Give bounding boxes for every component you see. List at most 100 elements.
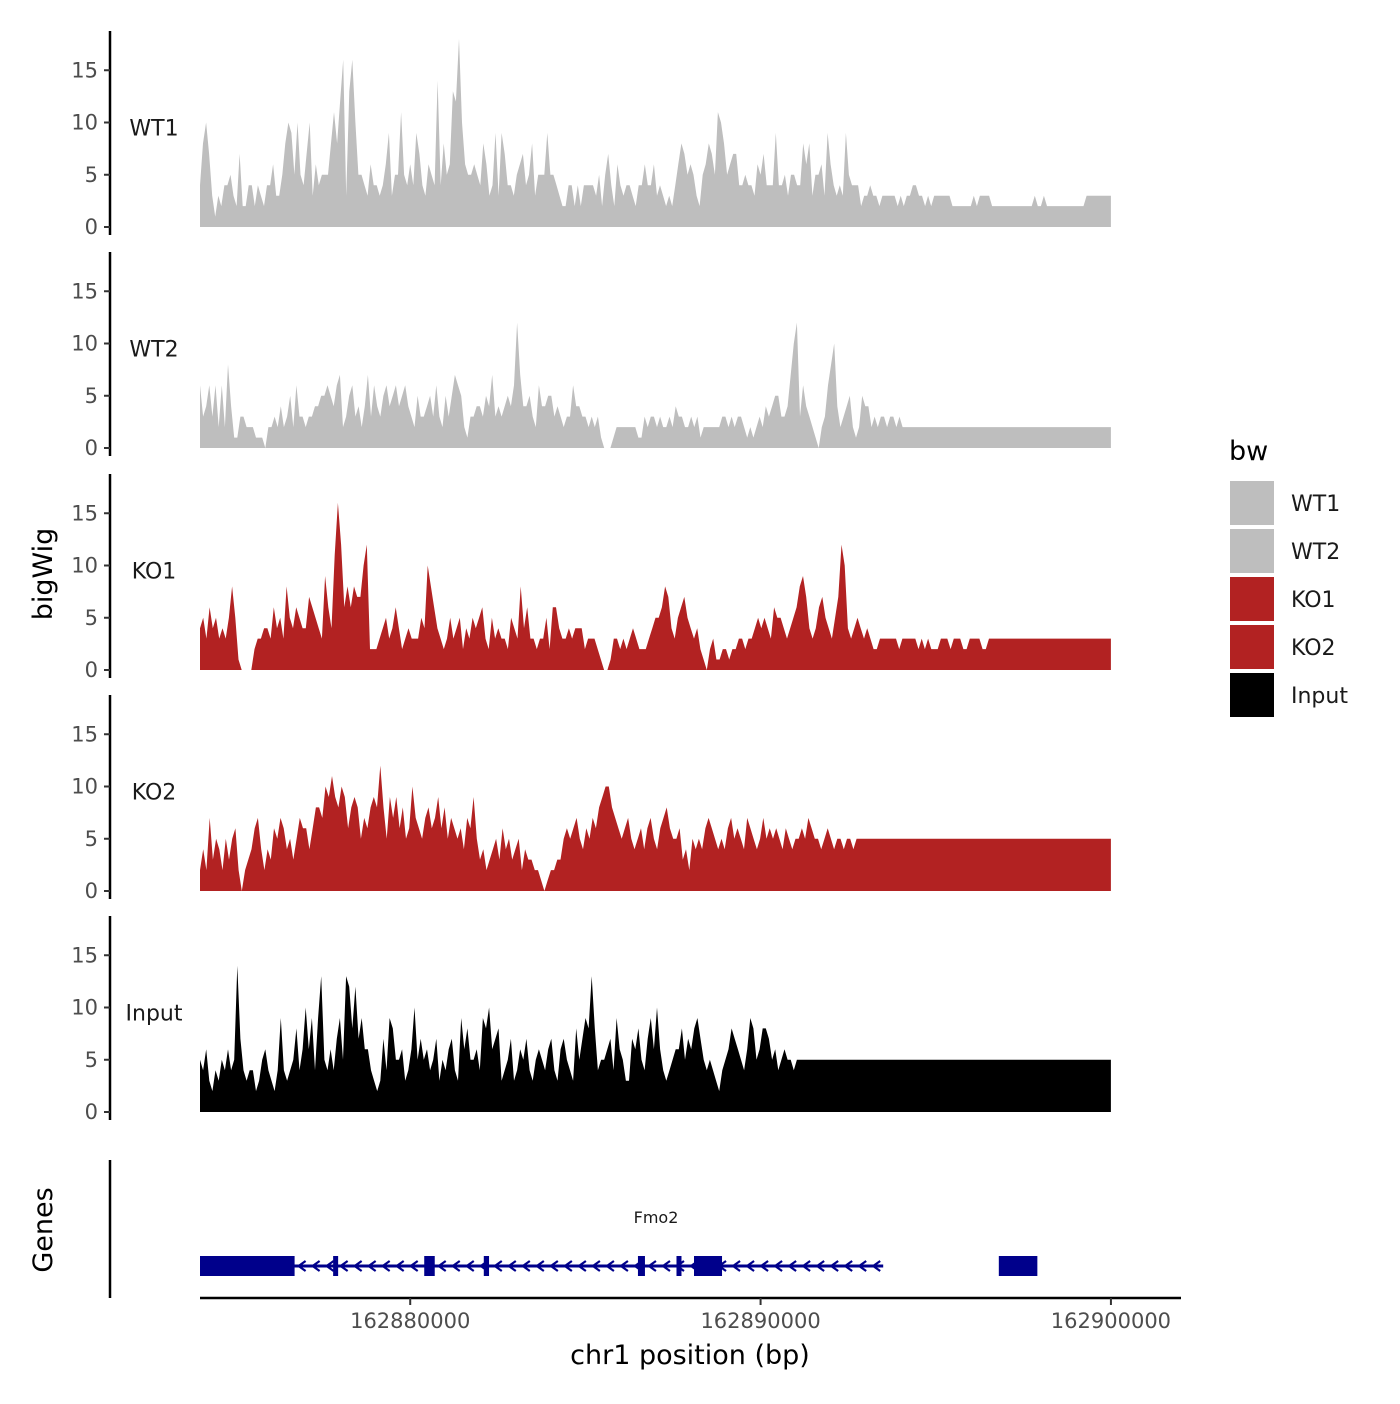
x-tick-label: 162890000	[700, 1309, 820, 1333]
track-label: Input	[126, 1002, 183, 1027]
y-tick-label: 15	[71, 943, 98, 967]
y-axis-title: bigWig	[28, 528, 59, 621]
legend-key-wt1	[1230, 481, 1274, 525]
gene-exon	[333, 1256, 339, 1276]
y-tick-label: 5	[85, 606, 98, 630]
strand-arrow	[450, 1260, 461, 1272]
x-tick-label: 162900000	[1051, 1309, 1171, 1333]
strand-arrow	[576, 1260, 587, 1272]
legend-key-wt2	[1230, 529, 1274, 573]
strand-arrow	[394, 1260, 405, 1272]
y-tick-label: 10	[71, 554, 98, 578]
coverage-area-ko1	[200, 502, 1111, 670]
y-tick-label: 10	[71, 996, 98, 1020]
x-axis: 162880000 162890000 162900000	[200, 1296, 1181, 1333]
track-wt1: 0 5 10 15 WT1	[71, 31, 1111, 239]
strand-arrow	[548, 1260, 559, 1272]
strand-arrow	[338, 1260, 349, 1272]
strand-arrow	[324, 1260, 335, 1272]
strand-arrow	[464, 1260, 475, 1272]
legend-key-ko1	[1230, 577, 1274, 621]
strand-arrow	[661, 1260, 671, 1272]
y-tick-label: 5	[85, 163, 98, 187]
gene-exon	[200, 1256, 295, 1276]
strand-arrow	[857, 1260, 867, 1272]
y-tick-label: 15	[71, 501, 98, 525]
strand-arrow	[829, 1260, 839, 1272]
y-tick-label: 0	[85, 215, 98, 239]
coverage-area-input	[200, 965, 1111, 1112]
gene-exon	[998, 1256, 1038, 1276]
y-tick-label: 5	[85, 827, 98, 851]
strand-arrow	[605, 1260, 615, 1272]
y-tick-label: 15	[71, 58, 98, 82]
coverage-area-ko2	[200, 765, 1111, 891]
y-tick-label: 15	[71, 722, 98, 746]
legend-title: bw	[1229, 436, 1268, 467]
strand-arrow	[647, 1260, 657, 1272]
strand-arrow	[801, 1260, 811, 1272]
strand-arrow	[745, 1260, 755, 1272]
track-label: KO2	[132, 781, 177, 806]
y-tick-label: 15	[71, 279, 98, 303]
y-tick-label: 10	[71, 775, 98, 799]
strand-arrow	[562, 1260, 573, 1272]
gene-name-label: Fmo2	[634, 1208, 679, 1227]
strand-arrow	[310, 1260, 321, 1272]
strand-arrow	[380, 1260, 391, 1272]
gene-exon	[676, 1256, 682, 1276]
strand-arrow	[731, 1260, 741, 1272]
strand-arrow	[534, 1260, 545, 1272]
y-tick-label: 5	[85, 1048, 98, 1072]
strand-arrow	[492, 1260, 503, 1272]
gene-exon	[694, 1256, 723, 1276]
track-label: WT1	[129, 117, 178, 142]
strand-arrow	[815, 1260, 825, 1272]
strand-arrow	[296, 1260, 307, 1272]
track-ko1: 0 5 10 15 KO1	[71, 474, 1111, 682]
track-input: 0 5 10 15 Input	[71, 916, 1111, 1124]
strand-arrow	[366, 1260, 377, 1272]
track-wt2: 0 5 10 15 WT2	[71, 252, 1111, 460]
coverage-area-wt2	[200, 322, 1111, 448]
genes-axis-title: Genes	[28, 1187, 59, 1272]
strand-arrow	[843, 1260, 853, 1272]
strand-arrow	[787, 1260, 797, 1272]
y-tick-label: 10	[71, 111, 98, 135]
track-label: KO1	[132, 560, 177, 585]
track-ko2: 0 5 10 15 KO2	[71, 695, 1111, 903]
strand-arrow	[591, 1260, 601, 1272]
y-tick-label: 0	[85, 658, 98, 682]
y-tick-label: 10	[71, 332, 98, 356]
legend-label-wt2: WT2	[1291, 540, 1340, 565]
y-tick-label: 5	[85, 384, 98, 408]
coverage-area-wt1	[200, 38, 1111, 228]
strand-arrow	[759, 1260, 769, 1272]
y-tick-label: 0	[85, 1100, 98, 1124]
legend-key-ko2	[1230, 625, 1274, 669]
legend-label-input: Input	[1291, 684, 1348, 709]
x-axis-title: chr1 position (bp)	[570, 1340, 810, 1371]
strand-arrow	[506, 1260, 517, 1272]
legend-label-ko2: KO2	[1291, 636, 1336, 661]
tracks-layer: 0 5 10 15 WT1 0 5 10 15 WT2 0 5 10 15 KO1 0 5 10 15 KO2 0 5 10…	[71, 31, 1111, 1124]
legend-label-ko1: KO1	[1291, 588, 1336, 613]
strand-arrow	[436, 1260, 447, 1272]
strand-arrow	[408, 1260, 419, 1272]
gene-track: Fmo2	[108, 1160, 1038, 1298]
gene-exon	[424, 1256, 435, 1276]
strand-arrow	[773, 1260, 783, 1272]
legend-key-input	[1230, 673, 1274, 717]
strand-arrow	[520, 1260, 531, 1272]
strand-arrow	[352, 1260, 363, 1272]
legend: bw WT1 WT2 KO1 KO2 Input	[1229, 436, 1348, 717]
x-tick-label: 162880000	[350, 1309, 470, 1333]
legend-label-wt1: WT1	[1291, 492, 1340, 517]
gene-exon	[483, 1256, 490, 1276]
gene-exon	[637, 1256, 645, 1276]
strand-arrow	[871, 1260, 881, 1272]
y-tick-label: 0	[85, 879, 98, 903]
strand-arrow	[619, 1260, 629, 1272]
